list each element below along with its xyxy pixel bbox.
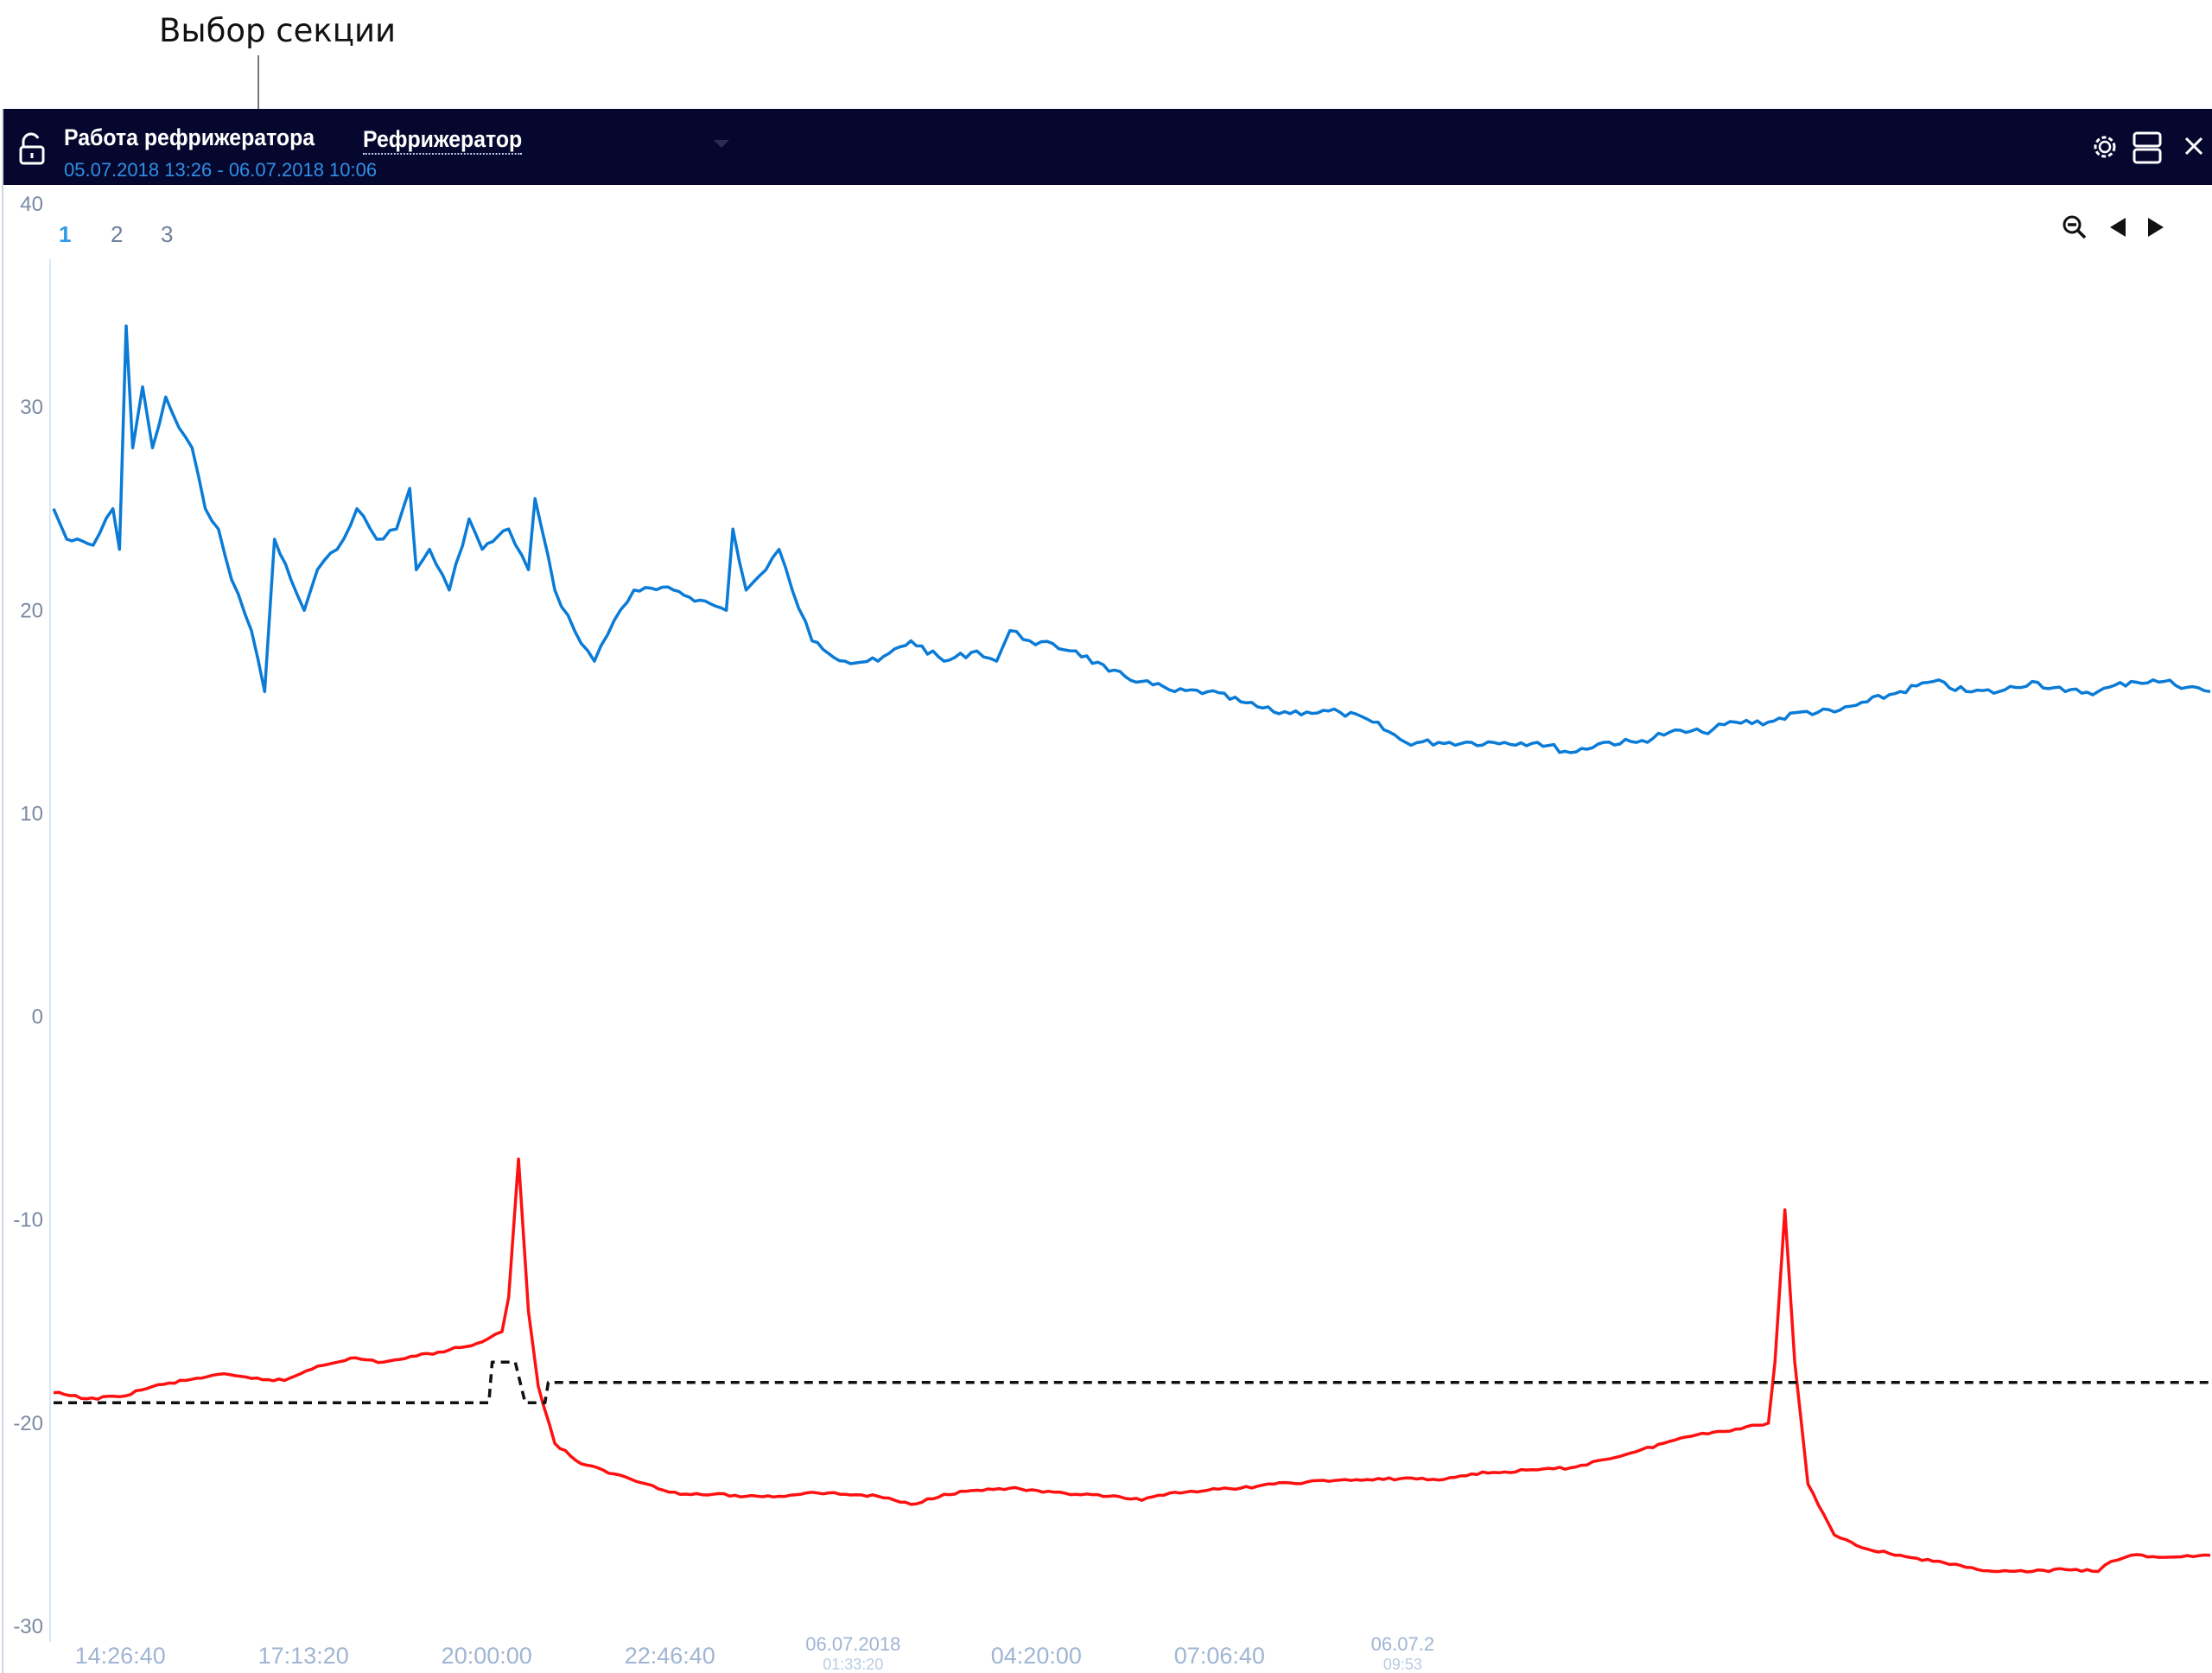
x-tick-label: 22:46:40 bbox=[625, 1643, 715, 1669]
next-arrow-icon[interactable] bbox=[2143, 213, 2169, 242]
x-tick-label: 04:20:00 bbox=[991, 1643, 1082, 1669]
close-icon[interactable] bbox=[2184, 137, 2203, 156]
y-tick-label: 0 bbox=[32, 1006, 43, 1029]
chart-title: Работа рефрижератора bbox=[64, 124, 315, 150]
chart-panel: Работа рефрижератора 05.07.2018 13:26 - … bbox=[2, 109, 2212, 1673]
y-tick-label: 20 bbox=[20, 599, 43, 622]
x-tick-label: 06.07.2 bbox=[1371, 1633, 1434, 1655]
x-tick-label: 20:00:00 bbox=[442, 1643, 532, 1669]
x-tick-label: 07:06:40 bbox=[1174, 1643, 1265, 1669]
layout-icon[interactable] bbox=[2133, 131, 2162, 164]
y-tick-label: 30 bbox=[20, 396, 43, 419]
red-series-line bbox=[53, 1157, 2211, 1574]
prev-arrow-icon[interactable] bbox=[2105, 213, 2131, 242]
title-bar: Работа рефрижератора 05.07.2018 13:26 - … bbox=[3, 109, 2212, 185]
x-tick-sublabel: 01:33:20 bbox=[823, 1656, 883, 1673]
date-range: 05.07.2018 13:26 - 06.07.2018 10:06 bbox=[64, 159, 378, 181]
x-tick-label: 14:26:40 bbox=[75, 1643, 166, 1669]
x-tick-label: 06.07.2018 bbox=[805, 1633, 900, 1655]
setpoint-series-line bbox=[54, 1360, 2210, 1405]
section-tab-1[interactable]: 1 bbox=[59, 221, 72, 247]
y-tick-label: -20 bbox=[13, 1412, 43, 1435]
y-tick-label: -10 bbox=[13, 1209, 43, 1232]
blue-series-line bbox=[52, 324, 2211, 754]
zoom-out-icon[interactable] bbox=[2060, 213, 2089, 242]
annotation-label: Выбор секции bbox=[159, 12, 397, 49]
chevron-down-icon[interactable] bbox=[714, 140, 729, 148]
vehicle-selector[interactable]: Рефрижератор bbox=[363, 126, 523, 155]
unlock-icon[interactable] bbox=[17, 131, 47, 166]
settings-icon[interactable] bbox=[2089, 131, 2120, 162]
section-tab-2[interactable]: 2 bbox=[111, 221, 124, 247]
y-tick-label: 40 bbox=[20, 193, 43, 216]
section-tab-3[interactable]: 3 bbox=[161, 221, 174, 247]
y-tick-label: 10 bbox=[20, 802, 43, 825]
x-tick-sublabel: 09:53 bbox=[1383, 1656, 1422, 1673]
y-tick-label: -30 bbox=[13, 1615, 43, 1638]
x-tick-label: 17:13:20 bbox=[258, 1643, 349, 1669]
